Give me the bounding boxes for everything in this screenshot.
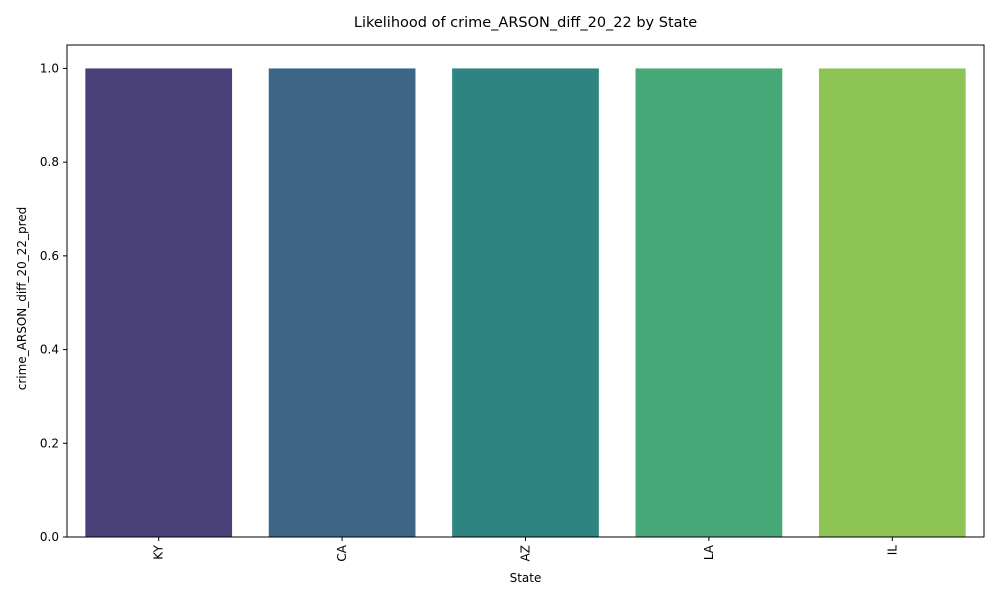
plot-frame: [66, 44, 985, 538]
x-tick-label-ky: KY: [152, 544, 166, 559]
bar-ky: [85, 68, 233, 537]
bar-la: [635, 68, 783, 537]
y-tick-label: 0.0: [40, 530, 59, 544]
bar-il: [818, 68, 966, 537]
chart-title: Likelihood of crime_ARSON_diff_20_22 by …: [354, 15, 697, 31]
x-axis-title: State: [510, 571, 542, 585]
y-tick-label: 0.4: [40, 343, 59, 357]
bar-ca: [268, 68, 416, 537]
x-tick-label-la: LA: [702, 544, 716, 560]
bars-group: [85, 68, 966, 537]
bar-az: [452, 68, 599, 537]
x-tick-label-il: IL: [885, 545, 899, 556]
y-tick-label: 0.6: [40, 249, 59, 263]
x-axis: KY CA AZ LA IL: [152, 537, 899, 562]
x-tick-label-az: AZ: [519, 545, 533, 561]
x-tick-label-ca: CA: [335, 544, 349, 561]
y-tick-label: 1.0: [40, 61, 59, 75]
y-tick-label: 0.8: [40, 155, 59, 169]
y-tick-label: 0.2: [40, 436, 59, 450]
y-axis-title: crime_ARSON_diff_20_22_pred: [15, 207, 29, 391]
y-axis: 0.0 0.2 0.4 0.6 0.8 1.0: [40, 61, 67, 544]
